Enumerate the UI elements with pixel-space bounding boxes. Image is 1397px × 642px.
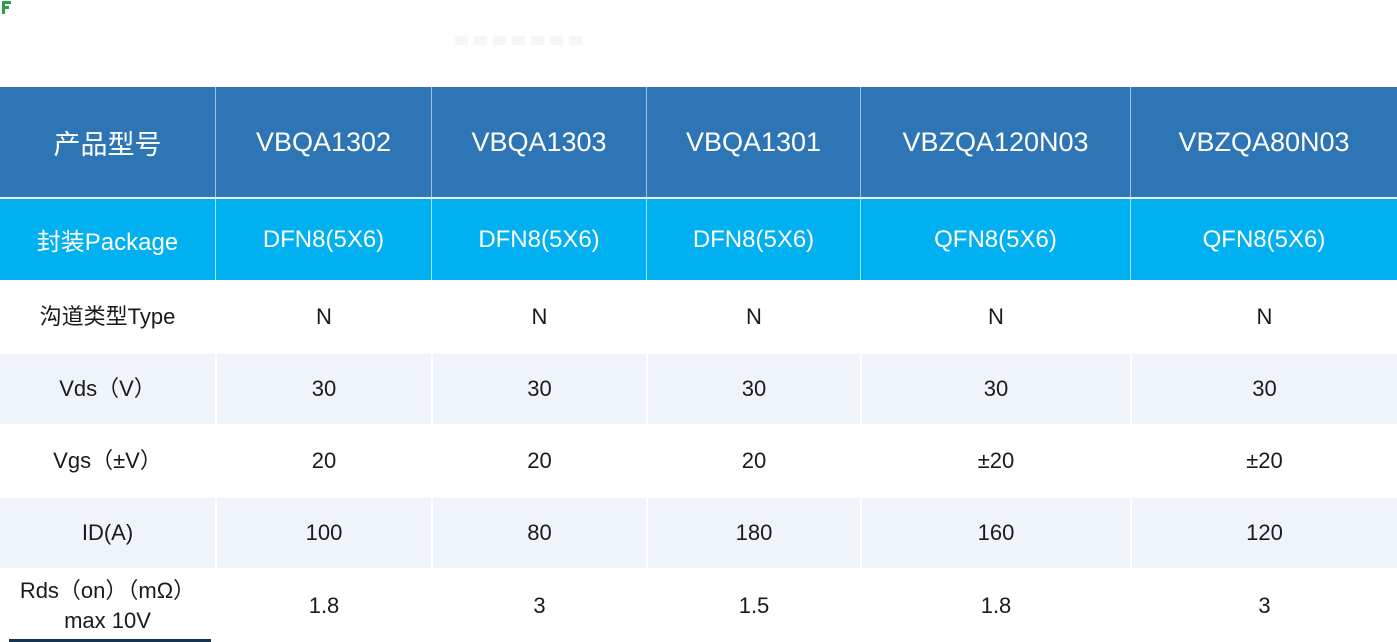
bottom-border-artifact [9,639,211,642]
spec-row-label: Vgs（±V） [0,424,215,496]
spec-cell: 160 [860,496,1130,568]
header-cell-row-title: 产品型号 [53,129,162,160]
spec-cell: 3 [1130,568,1397,642]
header-cell-part-1: VBQA1302 [215,87,431,197]
spec-cell: 100 [215,496,431,568]
spec-cell: 3 [431,568,646,642]
spec-row-label: 沟道类型Type [0,280,215,352]
spec-cell: 20 [431,424,646,496]
spec-cell: 180 [646,496,860,568]
spec-row-label: ID(A) [0,496,215,568]
spec-cell: N [215,280,431,352]
spec-cell: 30 [646,352,860,424]
spec-row-rds-on: Rds（on）（mΩ）max 10V 1.8 3 1.5 1.8 3 [0,568,1397,642]
header-cell-part-5: VBZQA80N03 [1130,87,1397,197]
spec-row-vds: Vds（V） 30 30 30 30 30 [0,352,1397,424]
spec-cell: N [431,280,646,352]
package-row-label: 封装Package [0,197,215,280]
spec-row-label: Rds（on）（mΩ）max 10V [0,568,215,642]
corner-green-artifact-icon [2,1,11,14]
header-cell-part-3: VBQA1301 [646,87,860,197]
spec-row-label: Vds（V） [0,352,215,424]
package-cell: QFN8(5X6) [1130,197,1397,280]
spec-cell: 1.8 [215,568,431,642]
product-spec-table: 产品型号 VBQA1302 VBQA1303 VBQA1301 VBZQA120… [0,87,1397,642]
spec-cell: 1.5 [646,568,860,642]
spec-cell: 80 [431,496,646,568]
package-row: 封装Package DFN8(5X6) DFN8(5X6) DFN8(5X6) … [0,197,1397,280]
spec-row-vgs: Vgs（±V） 20 20 20 ±20 ±20 [0,424,1397,496]
package-cell: DFN8(5X6) [431,197,646,280]
spec-cell: 30 [860,352,1130,424]
spec-cell: ±20 [860,424,1130,496]
header-cell-part-2: VBQA1303 [431,87,646,197]
spec-cell: 30 [215,352,431,424]
table-header-row: 产品型号 VBQA1302 VBQA1303 VBQA1301 VBZQA120… [0,87,1397,197]
spec-row-id: ID(A) 100 80 180 160 120 [0,496,1397,568]
spec-cell: ±20 [1130,424,1397,496]
header-cell-part-4: VBZQA120N03 [860,87,1130,197]
spec-cell: 30 [1130,352,1397,424]
spec-cell: 20 [646,424,860,496]
spec-cell: 30 [431,352,646,424]
watermark [455,36,587,45]
spec-cell: 1.8 [860,568,1130,642]
spec-cell: 20 [215,424,431,496]
spec-cell: N [1130,280,1397,352]
spec-cell: N [646,280,860,352]
package-cell: QFN8(5X6) [860,197,1130,280]
spec-cell: 120 [1130,496,1397,568]
package-cell: DFN8(5X6) [215,197,431,280]
spec-row-channel-type: 沟道类型Type N N N N N [0,280,1397,352]
spec-cell: N [860,280,1130,352]
package-cell: DFN8(5X6) [646,197,860,280]
